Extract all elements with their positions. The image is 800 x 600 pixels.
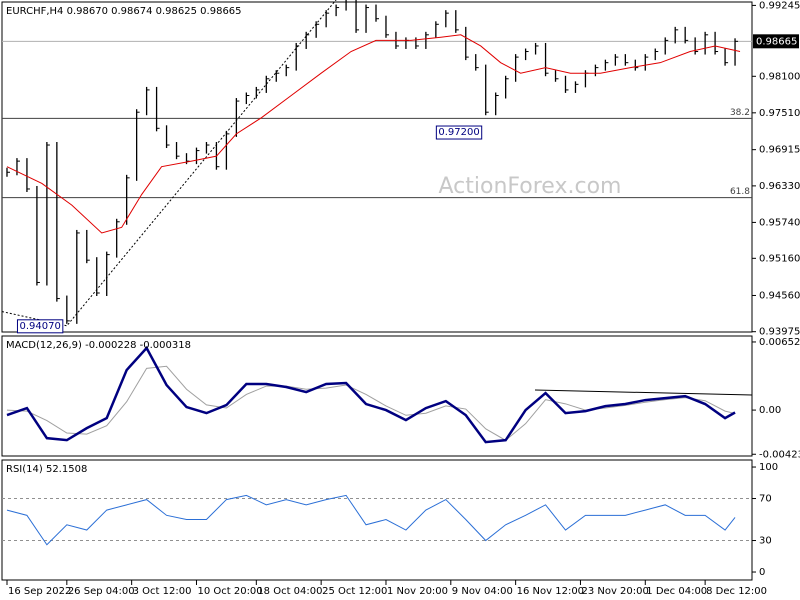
price-label-box [16,319,64,334]
moving-average [6,34,741,234]
y-tick-label: 0.96330 [759,181,800,192]
x-tick-label: 9 Nov 04:00 [452,586,513,597]
x-tick-label: 16 Nov 12:00 [517,586,584,597]
y-tick-label: 0.95740 [759,217,800,228]
rsi-line [6,494,736,546]
x-tick-label: 23 Nov 20:00 [581,586,648,597]
x-tick-label: 3 Oct 12:00 [133,586,192,597]
fib-level-label: 38.2 [730,108,750,118]
fib-level-label: 61.8 [730,187,750,197]
panel-title: EURCHF,H4 0.98670 0.98674 0.98625 0.9866… [6,6,242,17]
macd-line [6,345,736,444]
macd-signal [6,365,736,441]
y-tick-label: 0.93975 [759,327,800,338]
x-tick-label: 10 Oct 20:00 [197,586,262,597]
y-tick-label: 0.98100 [759,71,800,82]
y-tick-label: 0.99245 [759,0,800,11]
x-tick-label: 25 Oct 12:00 [322,586,387,597]
price-label: 0.97200 [438,127,479,138]
price-label: 0.94070 [19,321,60,332]
panel-frame [1,1,753,333]
y-tick-label: 0.96915 [759,145,800,156]
y-tick-label: -0.004233 [759,449,800,460]
price-label-box [435,125,483,140]
y-tick-label: 100 [759,462,778,473]
panel-frame [1,335,753,457]
y-tick-label: 0 [759,567,765,578]
x-tick-label: 26 Sep 04:00 [68,586,135,597]
y-tick-label: 70 [759,494,772,505]
panel-title: MACD(12,26,9) -0.000228 -0.000318 [6,340,191,351]
x-tick-label: 16 Sep 2022 [8,586,71,597]
y-tick-label: 0.006529 [759,337,800,348]
y-tick-label: 0.00 [759,405,781,416]
x-tick-label: 8 Dec 12:00 [706,586,767,597]
y-tick-label: 0.94560 [759,290,800,301]
x-tick-label: 1 Dec 04:00 [646,586,707,597]
x-tick-label: 18 Oct 04:00 [257,586,322,597]
panel-frame [1,459,753,581]
last-price-box [753,34,799,49]
macd-trendline [534,389,753,396]
watermark: ActionForex.com [439,174,622,199]
last-price-label: 0.98665 [756,36,797,47]
y-tick-label: 30 [759,536,772,547]
y-tick-label: 0.97510 [759,108,800,119]
x-tick-label: 1 Nov 20:00 [387,586,448,597]
panel-title: RSI(14) 52.1508 [6,464,87,475]
y-tick-label: 0.95160 [759,253,800,264]
